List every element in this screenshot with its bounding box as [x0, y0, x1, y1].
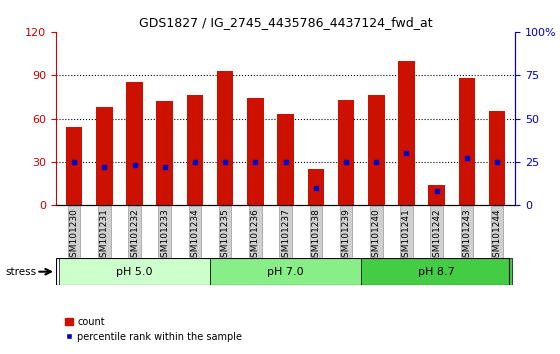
Text: GSM101235: GSM101235 [221, 208, 230, 263]
Bar [126, 82, 143, 205]
Bar [277, 114, 294, 205]
Bar [217, 71, 234, 205]
Bar [398, 61, 415, 205]
Bar [368, 96, 385, 205]
Bar [428, 185, 445, 205]
Text: GSM101238: GSM101238 [311, 208, 320, 263]
Text: pH 8.7: pH 8.7 [418, 267, 455, 277]
Text: GSM101241: GSM101241 [402, 208, 411, 263]
Title: GDS1827 / IG_2745_4435786_4437124_fwd_at: GDS1827 / IG_2745_4435786_4437124_fwd_at [139, 16, 432, 29]
Text: GSM101236: GSM101236 [251, 208, 260, 263]
Bar [338, 100, 354, 205]
Bar [59, 258, 210, 285]
Bar [247, 98, 264, 205]
Text: GSM101242: GSM101242 [432, 208, 441, 263]
Bar [96, 107, 113, 205]
Text: GSM101232: GSM101232 [130, 208, 139, 263]
Text: pH 7.0: pH 7.0 [267, 267, 304, 277]
Text: GSM101231: GSM101231 [100, 208, 109, 263]
Text: GSM101239: GSM101239 [342, 208, 351, 263]
Bar [459, 78, 475, 205]
Bar [307, 169, 324, 205]
Text: GSM101233: GSM101233 [160, 208, 169, 263]
Text: pH 5.0: pH 5.0 [116, 267, 153, 277]
Bar [186, 96, 203, 205]
Text: GSM101243: GSM101243 [463, 208, 472, 263]
Bar [66, 127, 82, 205]
Text: GSM101237: GSM101237 [281, 208, 290, 263]
Bar [489, 112, 505, 205]
Legend: count, percentile rank within the sample: count, percentile rank within the sample [61, 313, 246, 346]
Text: GSM101244: GSM101244 [493, 208, 502, 263]
Text: GSM101230: GSM101230 [69, 208, 78, 263]
Bar [156, 101, 173, 205]
Text: GSM101234: GSM101234 [190, 208, 199, 263]
Text: GSM101240: GSM101240 [372, 208, 381, 263]
Text: stress: stress [6, 267, 37, 277]
Bar [361, 258, 512, 285]
Bar [210, 258, 361, 285]
